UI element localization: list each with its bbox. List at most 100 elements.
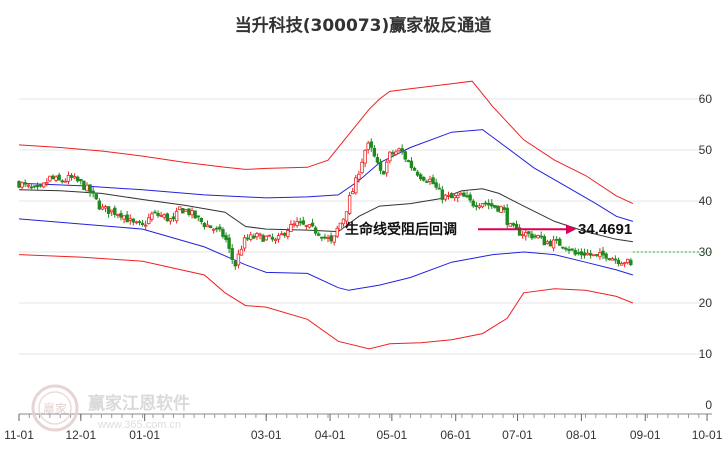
candle-body <box>564 247 568 250</box>
candle-body <box>258 233 262 236</box>
candle-body <box>211 228 216 231</box>
candle-body <box>505 207 509 225</box>
candle-body <box>468 194 472 201</box>
candle-body <box>38 184 43 187</box>
candle-body <box>363 149 367 164</box>
y-tick-label: 10 <box>699 347 713 361</box>
chart-title: 当升科技(300073)赢家极反通道 <box>235 15 492 36</box>
candle-body <box>100 206 105 210</box>
candle-body <box>236 253 241 266</box>
candle-body <box>443 194 448 200</box>
candle-body <box>168 218 173 222</box>
annotation: 生命线受阻后回调 34.4691 <box>345 221 632 238</box>
candle-body <box>140 222 145 225</box>
candle-body <box>310 222 315 227</box>
candle-body <box>561 246 565 249</box>
candle-body <box>437 187 441 190</box>
candle-body <box>397 148 401 152</box>
candle-body <box>533 235 537 238</box>
candle-body <box>604 253 608 259</box>
candle-body <box>320 236 324 239</box>
candle-body <box>486 202 491 206</box>
candle-body <box>629 259 633 266</box>
candle-body <box>26 184 30 187</box>
candle-body <box>91 190 95 194</box>
candle-body <box>610 258 614 261</box>
candle-body <box>245 237 250 240</box>
annotation-text: 生命线受阻后回调 <box>345 221 457 238</box>
candle-body <box>208 225 213 229</box>
candle-body <box>85 184 89 192</box>
candle-body <box>153 211 157 214</box>
x-tick-label: 08-01 <box>566 428 597 442</box>
candle-body <box>409 160 414 169</box>
candle-body <box>449 193 454 199</box>
candle-body <box>289 224 293 233</box>
candle-body <box>548 240 553 247</box>
candle-body <box>249 234 253 240</box>
x-tick-label: 04-01 <box>315 428 346 442</box>
watermark-text: 赢家江恩软件 <box>88 393 190 414</box>
candle-body <box>298 221 302 224</box>
candle-body <box>425 181 429 183</box>
candle-body <box>72 176 77 179</box>
candle-body <box>292 223 296 226</box>
candle-body <box>218 226 222 230</box>
candle-body <box>622 262 627 265</box>
candle-body <box>165 213 170 222</box>
candle-body <box>508 223 513 227</box>
candle-body <box>233 260 237 267</box>
candle-body <box>205 224 210 228</box>
candle-body <box>128 218 132 221</box>
candle-body <box>301 220 305 225</box>
candle-body <box>520 234 525 237</box>
candle-body <box>20 182 24 188</box>
candle-body <box>82 180 86 191</box>
channel-outer-lower <box>18 254 634 350</box>
candle-body <box>434 182 438 188</box>
candle-body <box>477 205 482 208</box>
candle-body <box>125 214 129 223</box>
x-tick-label: 06-01 <box>440 428 471 442</box>
candle-body <box>530 233 534 239</box>
candle-body <box>143 224 148 227</box>
candle-body <box>452 195 457 199</box>
candle-body <box>354 177 358 194</box>
candle-body <box>573 250 577 255</box>
candle-body <box>372 147 377 157</box>
candle-body <box>286 230 290 237</box>
candle-body <box>536 234 540 239</box>
candle-body <box>502 207 506 210</box>
candle-body <box>273 238 278 242</box>
candle-body <box>619 262 624 266</box>
candle-body <box>224 235 228 240</box>
candle-body <box>159 214 163 217</box>
candle-body <box>551 239 556 249</box>
candle-body <box>193 210 197 219</box>
candle-body <box>131 218 136 223</box>
candle-body <box>598 252 602 258</box>
candle-body <box>23 182 27 185</box>
candle-body <box>42 182 46 188</box>
candle-body <box>304 224 309 227</box>
candle-body <box>97 200 102 210</box>
x-tick-label: 03-01 <box>251 428 282 442</box>
candle-body <box>335 227 339 237</box>
candle-body <box>255 233 259 238</box>
annotation-arrowhead <box>566 224 576 235</box>
candle-body <box>69 174 74 178</box>
candle-body <box>422 177 426 181</box>
candle-body <box>187 208 191 215</box>
candle-body <box>79 178 83 182</box>
watermark: 赢家 赢家江恩软件 www.365.com.cn <box>31 384 190 432</box>
candle-body <box>270 236 275 240</box>
candle-body <box>567 249 571 251</box>
candle-body <box>88 184 92 194</box>
candle-body <box>431 177 435 185</box>
candle-body <box>511 223 516 226</box>
watermark-url: www.365.com.cn <box>97 419 181 431</box>
candle-body <box>381 171 386 175</box>
candle-body <box>329 235 333 242</box>
